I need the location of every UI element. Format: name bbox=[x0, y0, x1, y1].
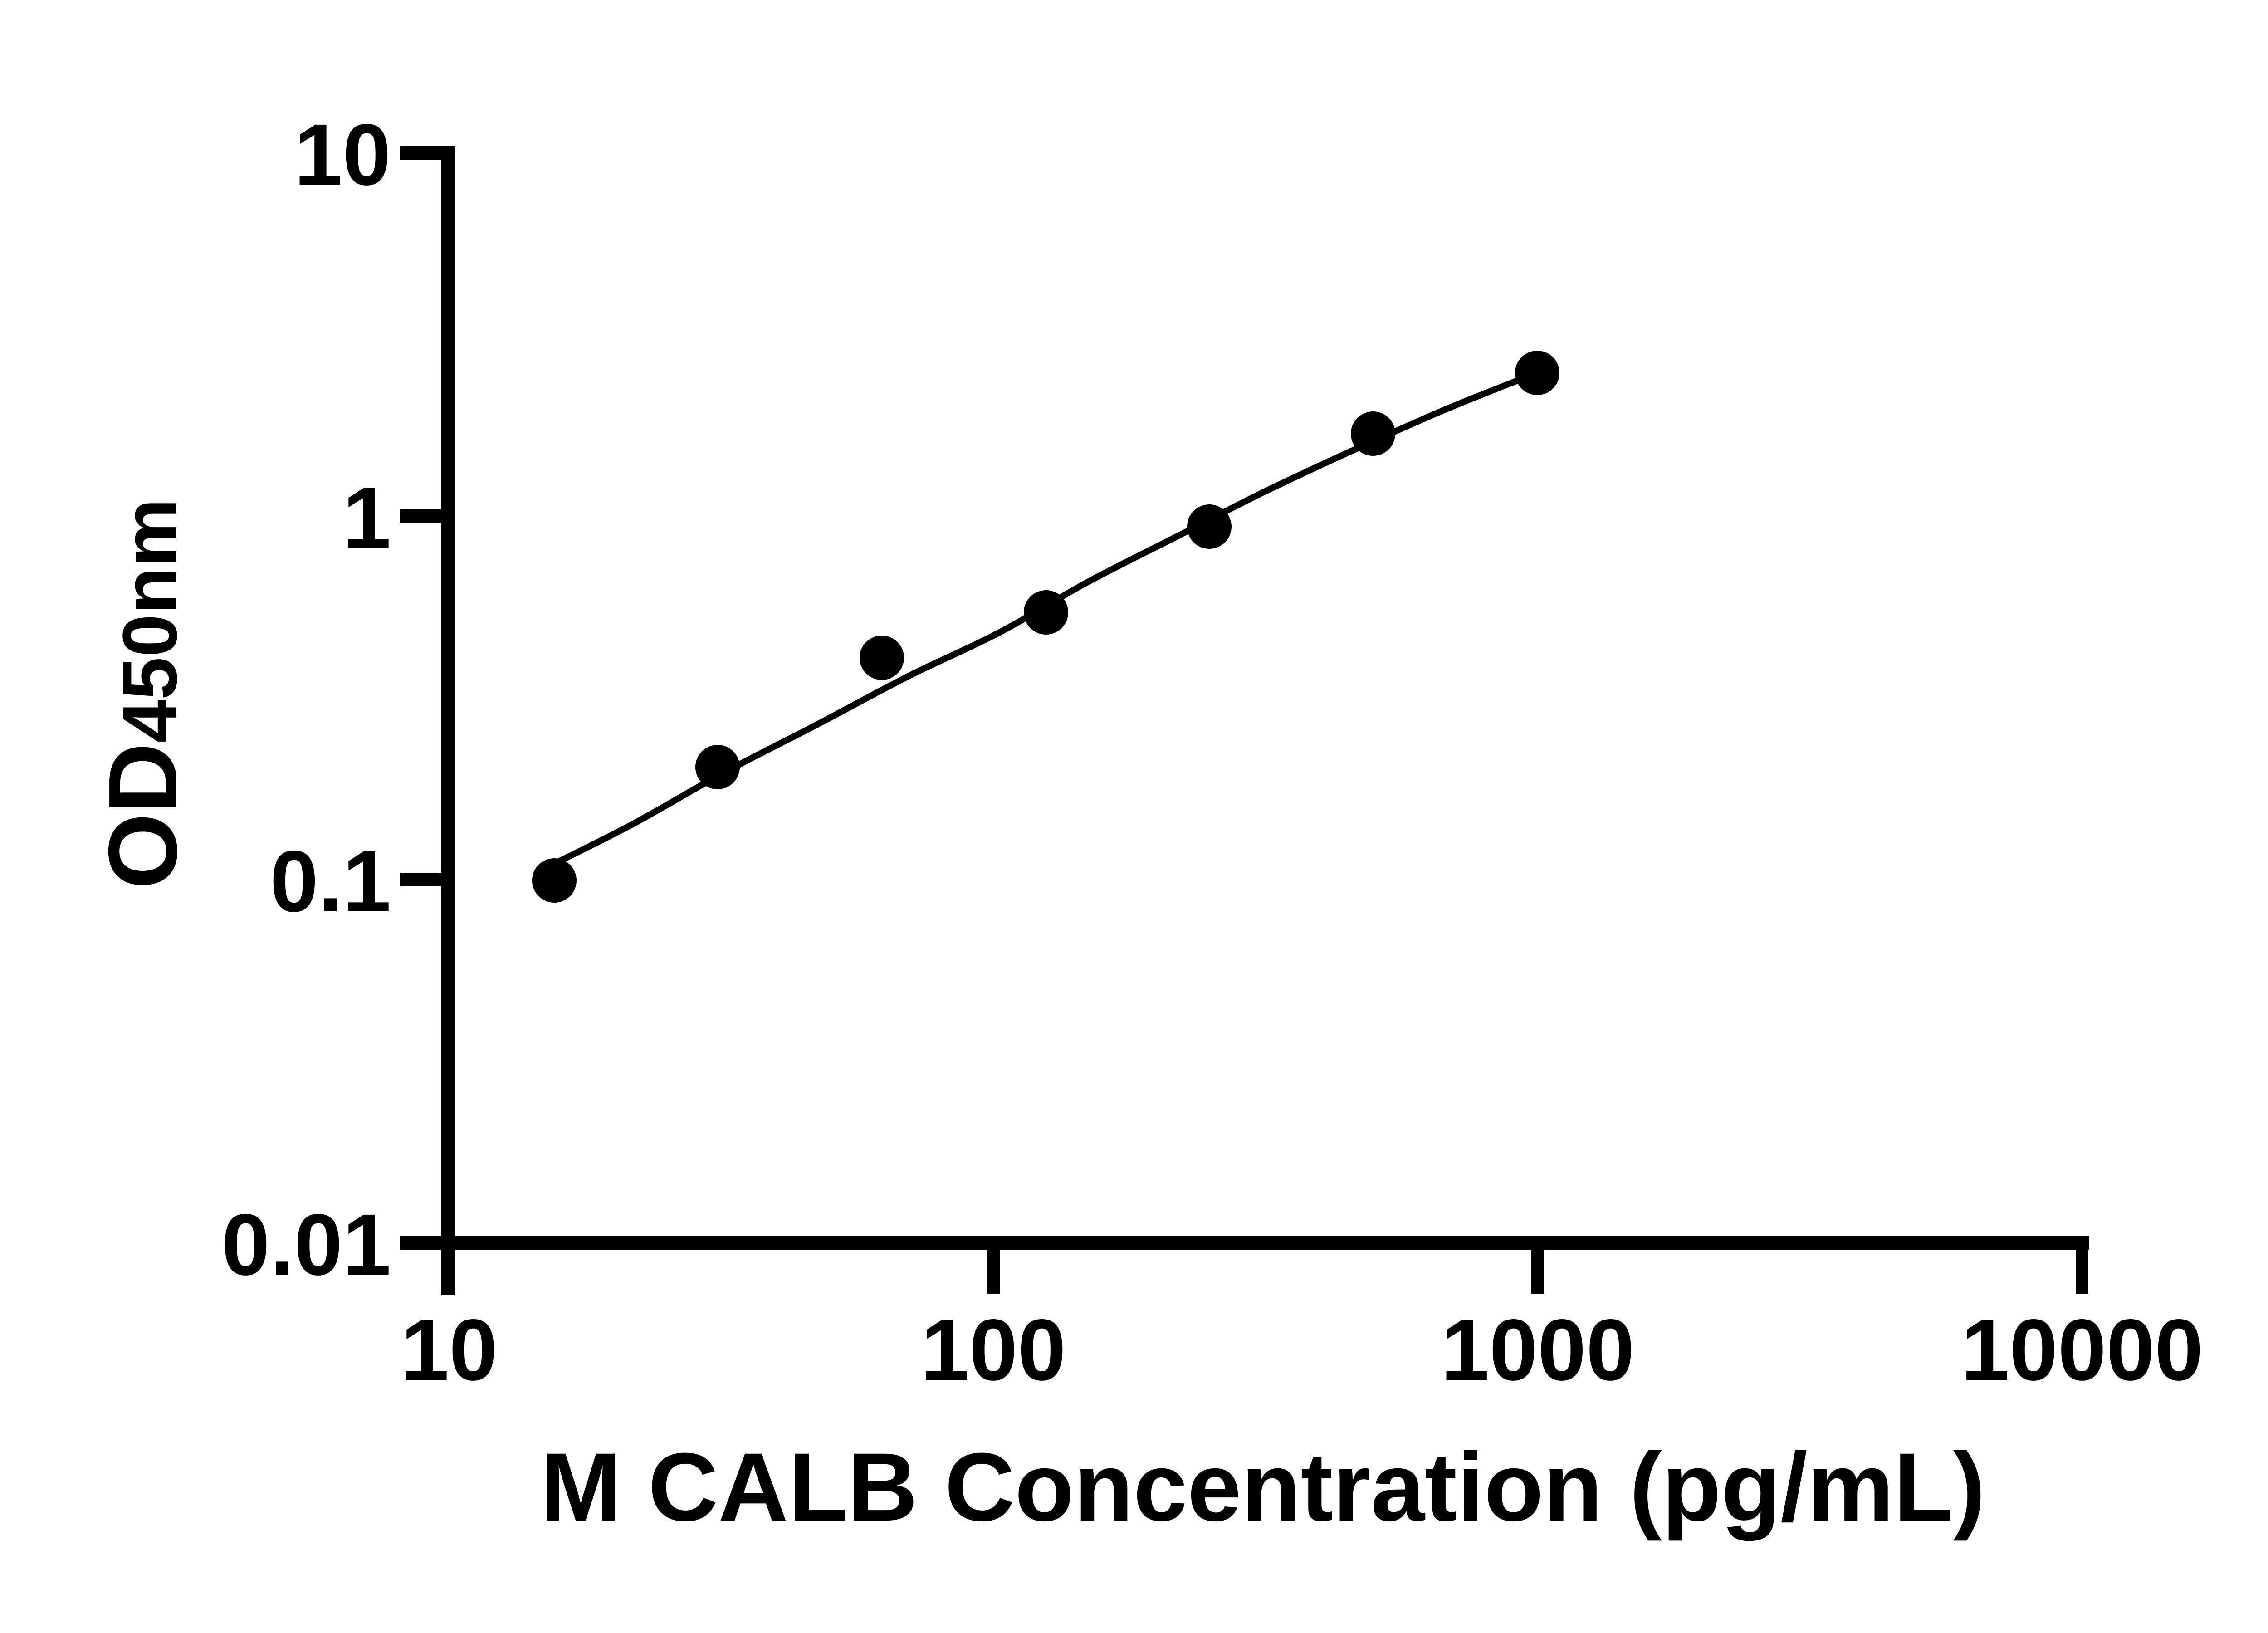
svg-text:100: 100 bbox=[921, 1301, 1066, 1398]
svg-text:10: 10 bbox=[401, 1301, 498, 1398]
svg-text:0.1: 0.1 bbox=[270, 832, 391, 930]
svg-text:1000: 1000 bbox=[1441, 1301, 1634, 1398]
svg-text:M CALB Concentration (pg/mL): M CALB Concentration (pg/mL) bbox=[540, 1433, 1985, 1541]
svg-text:1: 1 bbox=[342, 469, 391, 567]
svg-text:10: 10 bbox=[294, 106, 391, 203]
svg-text:0.01: 0.01 bbox=[221, 1196, 391, 1293]
svg-text:10000: 10000 bbox=[1961, 1301, 2203, 1398]
svg-text:OD450nm: OD450nm bbox=[88, 499, 197, 889]
